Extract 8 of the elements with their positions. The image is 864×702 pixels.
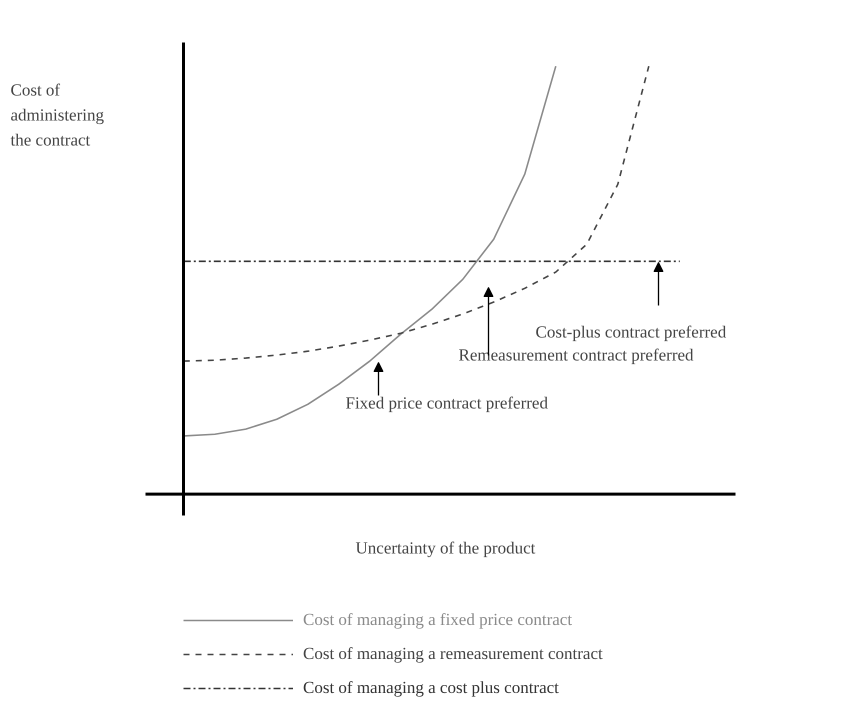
annotation: Fixed price contract preferred <box>346 394 548 412</box>
annotation: Cost-plus contract preferred <box>536 322 727 342</box>
text: Cost of managing a cost plus contract <box>303 678 559 698</box>
x-axis-title: Uncertainty of the product <box>356 538 536 558</box>
annotation: Remeasurement contract preferred <box>458 346 694 364</box>
y-axis-title: Cost of administering the contract <box>10 80 104 150</box>
text: Cost of managing a fixed price contract <box>303 610 572 630</box>
text: Cost of managing a remeasurement contract <box>303 644 603 664</box>
